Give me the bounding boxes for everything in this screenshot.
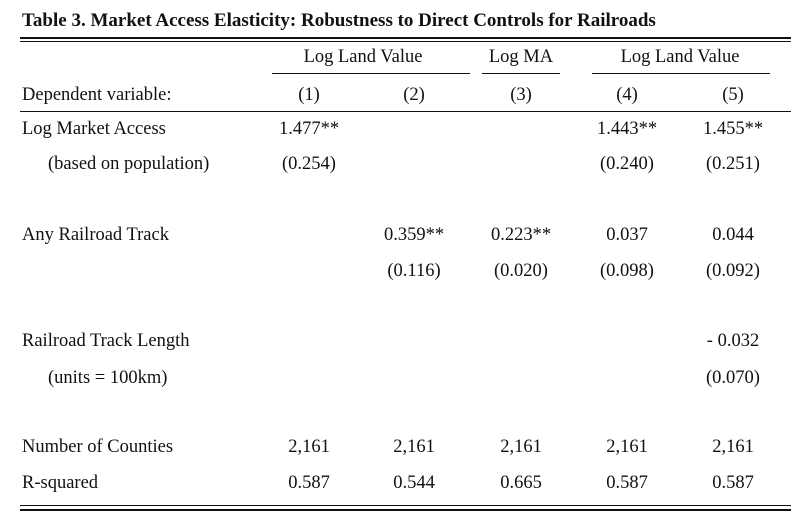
cell: (0.020) [494, 261, 548, 281]
top-rule-thin [20, 41, 791, 42]
cell: (0.240) [600, 154, 654, 174]
cell: (0.092) [706, 261, 760, 281]
dependent-variable-label: Dependent variable: [22, 85, 172, 105]
row-label-number-of-counties: Number of Counties [22, 437, 174, 457]
header-rule [20, 111, 791, 112]
column-number-4: (4) [616, 85, 638, 105]
cell: 2,161 [606, 437, 648, 457]
column-number-2: (2) [403, 85, 425, 105]
cell: 1.477** [278, 119, 340, 139]
cell: 0.359** [383, 225, 445, 245]
top-rule [20, 37, 791, 39]
cell: 0.223** [490, 225, 552, 245]
group-underline-2 [482, 73, 560, 74]
group-header-log-ma-3: Log MA [488, 47, 554, 67]
table-title: Table 3. Market Access Elasticity: Robus… [22, 10, 656, 31]
cell: 0.665 [500, 473, 542, 493]
cell: (0.070) [706, 368, 760, 388]
group-underline-3 [592, 73, 770, 74]
column-number-5: (5) [722, 85, 744, 105]
cell: - 0.032 [706, 331, 760, 351]
cell: 0.044 [712, 225, 754, 245]
cell: 2,161 [500, 437, 542, 457]
bottom-rule-thin [20, 505, 791, 506]
row-label-r-squared: R-squared [22, 473, 99, 493]
column-number-1: (1) [298, 85, 320, 105]
row-label-any-railroad-track: Any Railroad Track [22, 225, 169, 245]
cell: 0.587 [712, 473, 754, 493]
column-number-3: (3) [510, 85, 532, 105]
cell: 2,161 [288, 437, 330, 457]
cell: 0.544 [393, 473, 435, 493]
cell: 2,161 [393, 437, 435, 457]
row-label-based-on-population: (based on population) [48, 154, 210, 174]
cell: 2,161 [712, 437, 754, 457]
cell: (0.098) [600, 261, 654, 281]
cell: 0.587 [288, 473, 330, 493]
cell: (0.116) [387, 261, 441, 281]
bottom-rule [20, 509, 791, 511]
cell: 0.587 [606, 473, 648, 493]
group-underline-1 [272, 73, 470, 74]
cell: (0.251) [706, 154, 760, 174]
group-header-land-value-1-2: Log Land Value [303, 47, 423, 67]
row-label-units: (units = 100km) [48, 368, 168, 388]
cell: 1.455** [702, 119, 764, 139]
cell: (0.254) [282, 154, 336, 174]
row-label-log-market-access: Log Market Access [22, 119, 166, 139]
row-label-railroad-track-length: Railroad Track Length [22, 331, 190, 351]
cell: 1.443** [596, 119, 658, 139]
group-header-land-value-4-5: Log Land Value [620, 47, 740, 67]
cell: 0.037 [606, 225, 648, 245]
